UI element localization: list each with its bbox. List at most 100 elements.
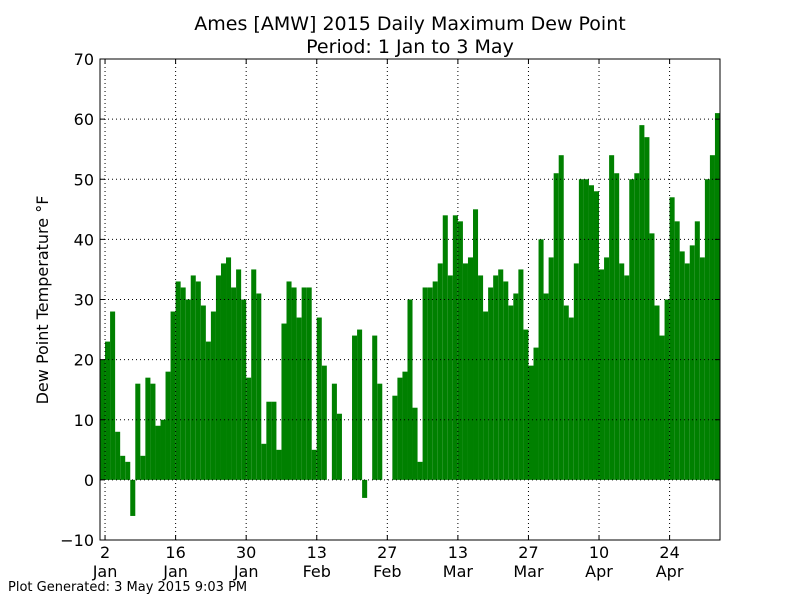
bar [478, 275, 484, 480]
bar [599, 269, 605, 480]
bar [286, 281, 292, 480]
bar [271, 401, 277, 480]
x-tick-label: 16 Jan [162, 543, 188, 581]
bar [649, 233, 655, 480]
bar [155, 425, 161, 480]
bar [115, 431, 121, 480]
bar [140, 455, 146, 480]
bar [336, 413, 342, 480]
bar [331, 383, 337, 480]
bar [231, 287, 237, 480]
bar [352, 335, 358, 480]
x-tick-label: 10 Apr [585, 543, 613, 581]
bar [220, 263, 227, 480]
bar [644, 137, 650, 480]
bar [321, 365, 327, 480]
bar [150, 383, 156, 480]
bar [543, 293, 549, 480]
bar [185, 299, 191, 480]
bar [503, 281, 509, 480]
bar [699, 257, 705, 480]
bar [372, 335, 378, 480]
chart-title: Ames [AMW] 2015 Daily Maximum Dew Point [194, 13, 625, 35]
bar [407, 299, 413, 480]
bar [629, 179, 635, 480]
bar [190, 275, 196, 480]
y-tick-label: −10 [60, 531, 94, 550]
x-tick-label: 2 Jan [92, 543, 118, 581]
bar [533, 347, 539, 480]
bar [619, 263, 625, 480]
x-tick-label: 24 Apr [656, 543, 684, 581]
bar [432, 281, 438, 480]
bar [246, 377, 252, 480]
bar [215, 275, 221, 480]
bar [614, 173, 620, 480]
bar [392, 395, 398, 480]
y-tick-label: 10 [74, 411, 94, 430]
bar [120, 455, 126, 480]
bar [226, 257, 232, 480]
bar [684, 263, 690, 480]
bar [145, 377, 151, 480]
bar [452, 215, 458, 480]
y-tick-label: 60 [74, 110, 94, 129]
y-tick-label: 30 [74, 291, 94, 310]
bar [528, 365, 534, 480]
bar [442, 215, 448, 480]
bar [573, 263, 579, 480]
bar [634, 173, 640, 480]
bar [513, 293, 519, 480]
bar [261, 443, 267, 480]
bar [291, 287, 297, 480]
x-tick-label: 27 Feb [373, 543, 401, 581]
bar [170, 311, 176, 480]
bar [548, 257, 554, 480]
bar [457, 221, 463, 480]
bar [412, 407, 418, 480]
bar [427, 287, 433, 480]
bar [714, 113, 720, 480]
x-tick-label: 13 Feb [303, 543, 331, 581]
bar [593, 191, 600, 480]
bar [462, 263, 468, 480]
bar [306, 287, 312, 480]
bar [110, 311, 116, 480]
bar [296, 317, 302, 480]
bar [609, 155, 615, 480]
bar [357, 329, 363, 480]
bar [578, 179, 584, 480]
bar [654, 305, 660, 480]
y-tick-label: 40 [74, 230, 94, 249]
bar [135, 383, 141, 480]
bar [422, 287, 428, 480]
bar [180, 287, 186, 480]
y-tick-label: 0 [84, 471, 94, 490]
x-tick-label: 27 Mar [513, 543, 544, 581]
chart-subtitle: Period: 1 Jan to 3 May [306, 36, 514, 58]
plot-frame [99, 58, 721, 541]
bar [604, 257, 610, 480]
bar [160, 419, 166, 480]
bar [679, 251, 685, 480]
bar [518, 269, 524, 480]
bar [251, 269, 257, 480]
bar [402, 371, 408, 480]
bar [377, 383, 383, 480]
bar [669, 197, 675, 480]
bar [205, 341, 211, 480]
bar [241, 299, 247, 480]
bar [362, 479, 368, 498]
bar [553, 173, 559, 480]
y-tick-label: 70 [74, 50, 94, 69]
y-tick-label: 20 [74, 351, 94, 370]
bar [664, 299, 670, 480]
bar [437, 263, 443, 480]
bar [483, 311, 489, 480]
bar [447, 275, 453, 480]
bar [195, 281, 201, 480]
bar [704, 179, 710, 480]
bar [276, 449, 282, 480]
bar [316, 317, 322, 480]
bar [674, 221, 680, 480]
